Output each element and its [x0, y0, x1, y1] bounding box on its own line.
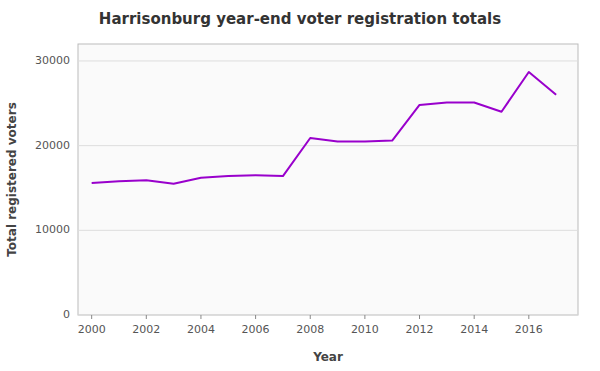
y-axis-label: Total registered voters [5, 102, 19, 257]
grid-line [78, 230, 578, 231]
x-tick-label: 2016 [515, 323, 543, 336]
x-tick-label: 2014 [460, 323, 488, 336]
chart-container: 0 10000 20000 30000 2000 2002 2004 2006 2008 2010… [0, 0, 600, 371]
plot-area [92, 72, 556, 184]
x-tick [200, 315, 201, 319]
x-tick-label: 2012 [406, 323, 434, 336]
y-tick-label: 30000 [35, 54, 70, 67]
x-tick-label: 2002 [132, 323, 160, 336]
x-tick-label: 2008 [296, 323, 324, 336]
x-tick [91, 315, 92, 319]
x-tick [310, 315, 311, 319]
page: {"chart_data": {"type": "line", "title":… [0, 0, 600, 371]
x-tick-label: 2000 [78, 323, 106, 336]
chart: 0 10000 20000 30000 2000 2002 2004 2006 2008 2010… [0, 0, 600, 371]
x-tick [146, 315, 147, 319]
x-tick [528, 315, 529, 319]
x-tick-label: 2004 [187, 323, 215, 336]
grid-line [78, 145, 578, 146]
x-tick-label: 2006 [242, 323, 270, 336]
y-tick-label: 20000 [35, 139, 70, 152]
x-tick-label: 2010 [351, 323, 379, 336]
x-tick [255, 315, 256, 319]
x-tick [419, 315, 420, 319]
grid-line [78, 60, 578, 61]
x-tick [474, 315, 475, 319]
grid-line [78, 315, 578, 316]
plot-frame [78, 44, 578, 315]
chart-title: Harrisonburg year-end voter registration… [99, 10, 501, 28]
y-tick-label: 0 [63, 308, 70, 321]
data-line [92, 72, 556, 184]
y-tick-label: 10000 [35, 223, 70, 236]
x-tick [364, 315, 365, 319]
x-axis-label: Year [312, 350, 343, 364]
